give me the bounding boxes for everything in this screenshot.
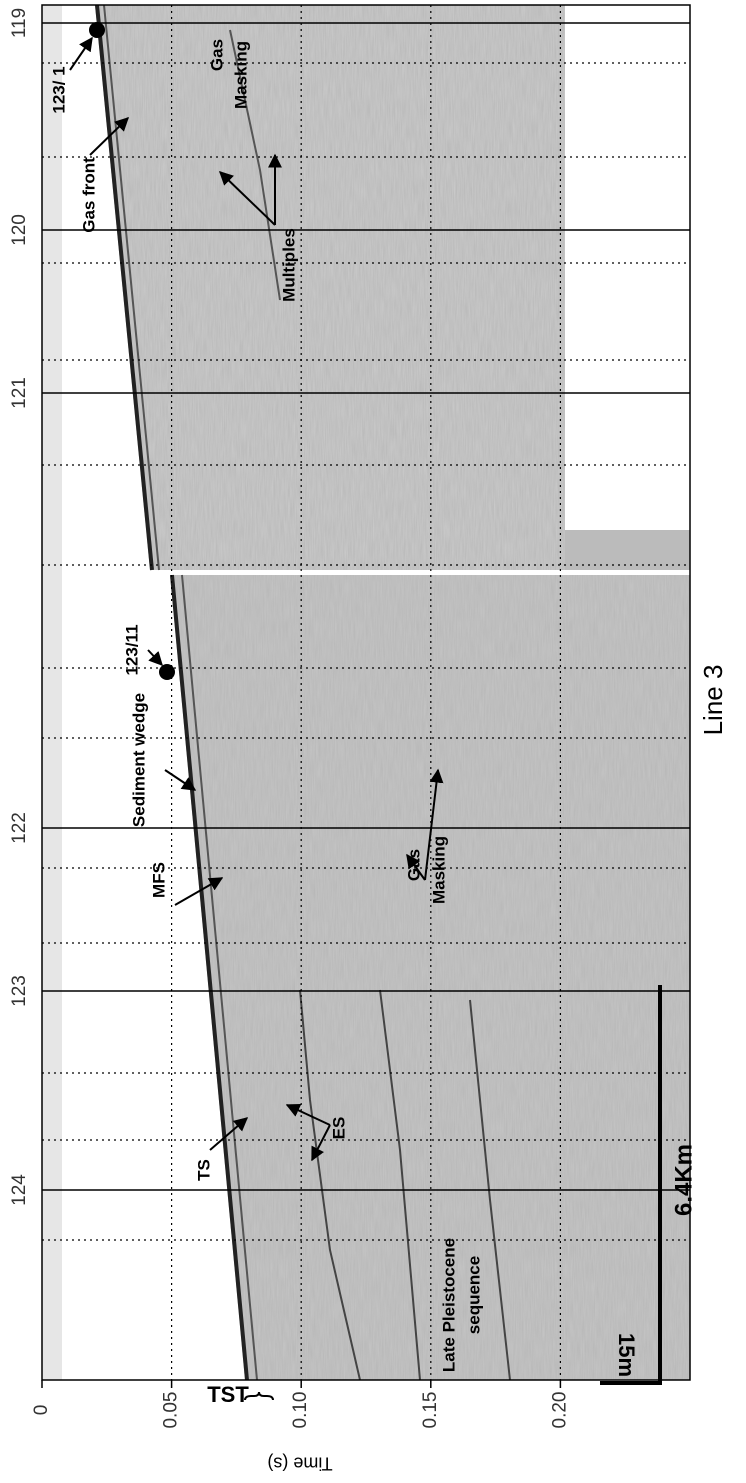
annotation: MFS xyxy=(149,862,168,898)
well-marker xyxy=(159,664,175,680)
arrow xyxy=(70,38,92,70)
annotation: 123/ 1 xyxy=(49,66,68,113)
arrow xyxy=(148,650,162,665)
well-marker xyxy=(89,22,105,38)
annotation: 123/11 xyxy=(122,624,141,675)
bracket-label: TST xyxy=(207,1382,249,1407)
line-label: Line 3 xyxy=(698,665,728,736)
figure: 0 0.05 0.10 0.15 0.20 Time (s) 119 120 121 122 123… xyxy=(0,0,746,1483)
x-tick-label: 0.15 xyxy=(420,1392,441,1429)
shotpoint-label: 124 xyxy=(9,1174,30,1206)
annotation: Gas front xyxy=(79,157,98,233)
annotation: Masking xyxy=(231,41,250,109)
water-column-strip xyxy=(42,5,62,1380)
tst-bracket xyxy=(245,1392,273,1400)
scale-label: 6.4Km xyxy=(670,1144,697,1216)
x-tick-label: 0 xyxy=(31,1405,52,1416)
annotation: Gas xyxy=(404,849,423,881)
annotation: Late Pleistocene xyxy=(439,1238,458,1372)
annotation: ES xyxy=(329,1117,348,1140)
x-axis-title: Time (s) xyxy=(267,1453,332,1473)
annotation: Multiples xyxy=(279,228,298,302)
shotpoint-label: 119 xyxy=(9,8,30,38)
x-tick-label: 0.20 xyxy=(549,1392,570,1429)
annotation: sequence xyxy=(464,1256,483,1334)
panel-1-texture xyxy=(95,5,565,570)
panel-1-strip xyxy=(565,530,690,570)
shotpoint-label: 123 xyxy=(9,975,30,1007)
shotpoint-label: 122 xyxy=(9,812,30,844)
scale-label: 15m xyxy=(614,1333,639,1377)
x-tick-label: 0.05 xyxy=(161,1392,182,1429)
annotation: Sediment wedge xyxy=(129,693,148,827)
shotpoint-label: 121 xyxy=(9,377,30,409)
panel-2-texture xyxy=(170,575,690,1380)
shotpoint-label: 120 xyxy=(9,214,30,246)
annotation: TS xyxy=(194,1159,213,1181)
annotation: Masking xyxy=(429,836,448,904)
seismic-image xyxy=(42,5,690,1380)
annotation: Gas xyxy=(207,39,226,71)
x-tick-label: 0.10 xyxy=(290,1392,311,1429)
